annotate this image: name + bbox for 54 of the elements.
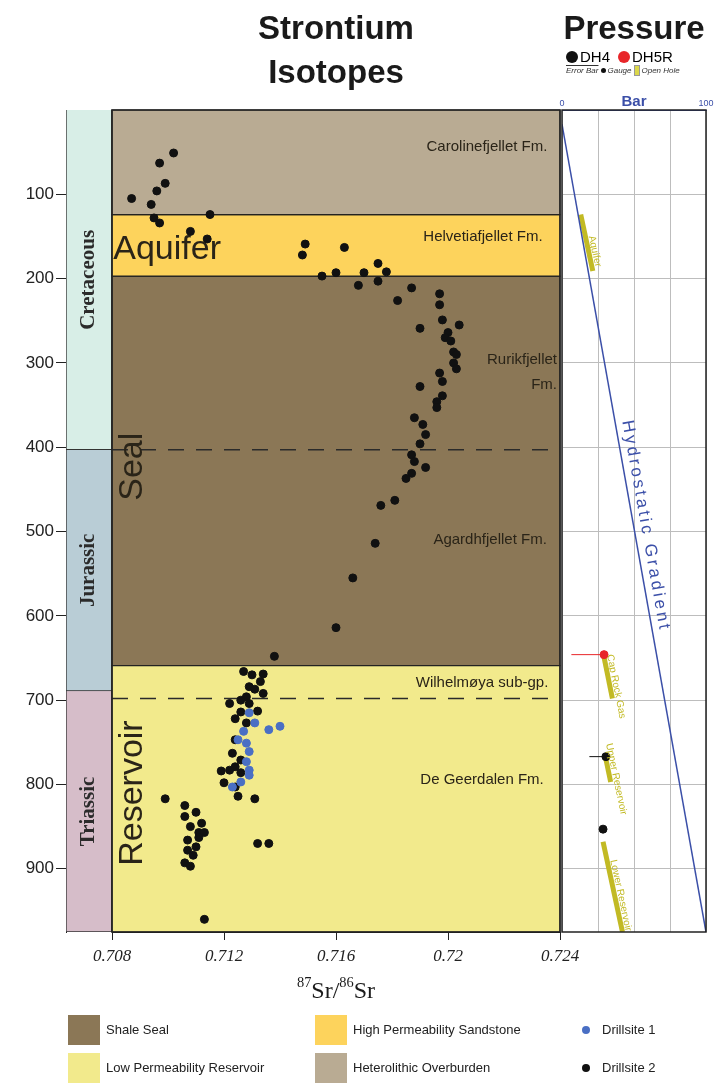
legend-label: High Permeability Sandstone xyxy=(353,1021,521,1037)
text: Lower Reservoir xyxy=(608,858,635,933)
text: Error Bar xyxy=(566,66,599,75)
annotation: Wilhelmøya sub-gp. xyxy=(415,673,549,691)
legend-label: Low Permeability Reservoir xyxy=(106,1059,265,1075)
y-tick-label: 300 xyxy=(25,352,54,372)
point xyxy=(244,708,254,718)
y-tick-label: 400 xyxy=(25,436,54,456)
annotation: Agardhfjellet Fm. xyxy=(433,530,547,548)
legend-label: DH5R xyxy=(632,48,673,65)
text: Aquifer xyxy=(586,234,605,269)
point xyxy=(275,721,285,731)
annotation: Reservoir xyxy=(111,720,150,866)
x-tick-label: 0 xyxy=(559,98,565,109)
annotation: Rurikfjellet Fm. xyxy=(486,349,558,392)
x-tick-label: 0.716 xyxy=(316,945,356,965)
x-axis-title: Bar xyxy=(621,92,647,110)
series-label: Cretaceous xyxy=(75,229,100,330)
text: Open Hole xyxy=(641,66,680,75)
legend-label: Drillsite 2 xyxy=(602,1059,656,1075)
annotation: Seal xyxy=(111,432,150,501)
point xyxy=(236,777,246,787)
chart-title: Strontium Isotopes xyxy=(258,9,414,91)
series-label: Jurassic xyxy=(75,533,100,608)
text: Upper Reservoir xyxy=(604,742,630,817)
text: Gauge xyxy=(607,66,632,75)
legend-label: Heterolithic Overburden xyxy=(353,1059,491,1075)
text: Cap Rock Gas xyxy=(604,653,629,720)
x-tick-label: 0.712 xyxy=(204,945,244,965)
annotation: De Geerdalen Fm. xyxy=(420,770,544,788)
y-tick-label: 600 xyxy=(25,605,54,625)
point xyxy=(241,757,251,767)
y-tick-label: 500 xyxy=(25,521,54,541)
point xyxy=(244,747,254,757)
y-tick-label: 800 xyxy=(25,774,54,794)
annotation: Carolinefjellet Fm. xyxy=(426,137,548,155)
series-label: Triassic xyxy=(75,776,100,847)
legend-label: Drillsite 1 xyxy=(602,1021,656,1037)
point xyxy=(250,718,260,728)
legend-label: DH4 xyxy=(580,48,611,65)
point xyxy=(264,725,274,735)
x-tick-label: 0.708 xyxy=(92,945,132,965)
y-tick-label: 200 xyxy=(25,268,54,288)
chart-title: Pressure xyxy=(563,9,705,47)
annotation: Helvetiafjellet Fm. xyxy=(423,226,543,244)
point xyxy=(239,726,249,736)
legend-label: Shale Seal xyxy=(106,1021,169,1037)
y-tick-label: 900 xyxy=(25,858,54,878)
point xyxy=(241,738,251,748)
annotation: Aquifer xyxy=(113,228,221,267)
x-tick-label: 0.724 xyxy=(540,945,580,965)
y-tick-label: 100 xyxy=(25,184,54,203)
y-tick-label: 700 xyxy=(25,689,54,709)
x-tick-label: 0.72 xyxy=(433,945,464,965)
